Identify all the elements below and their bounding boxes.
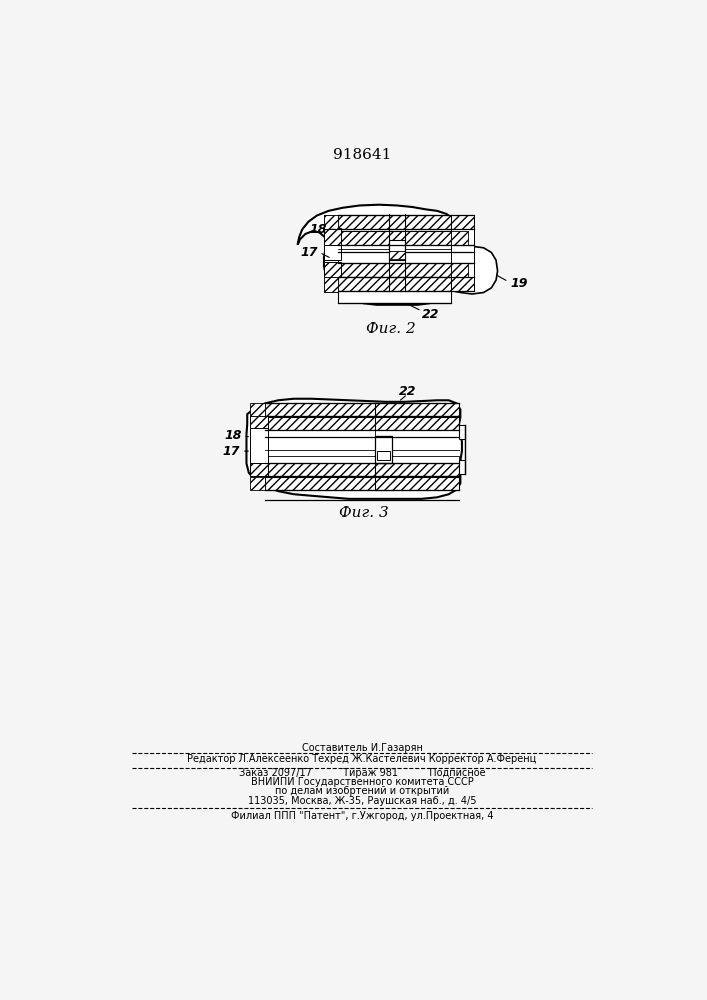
Text: 17: 17 — [300, 246, 317, 259]
Bar — [324, 245, 341, 260]
Bar — [265, 430, 391, 437]
Text: 18: 18 — [224, 429, 242, 442]
Bar — [375, 463, 459, 476]
Text: 918641: 918641 — [333, 148, 391, 162]
Bar — [324, 262, 341, 277]
Bar — [378, 451, 390, 460]
Text: 22: 22 — [421, 308, 439, 321]
Text: Фиг. 3: Фиг. 3 — [339, 506, 388, 520]
Text: по делам изобртений и открытий: по делам изобртений и открытий — [275, 786, 449, 796]
Bar — [375, 430, 459, 437]
Bar — [324, 215, 338, 229]
Bar — [250, 416, 268, 428]
Bar — [338, 215, 451, 229]
Bar — [338, 245, 451, 252]
Bar — [375, 417, 459, 430]
Bar — [324, 277, 338, 292]
Text: 19: 19 — [510, 277, 528, 290]
Bar — [389, 251, 404, 259]
Text: 113035, Москва, Ж-35, Раушская наб., д. 4/5: 113035, Москва, Ж-35, Раушская наб., д. … — [247, 796, 477, 806]
Bar — [338, 277, 451, 291]
Text: Фиг. 2: Фиг. 2 — [366, 322, 416, 336]
Bar — [459, 460, 465, 474]
Bar — [451, 277, 474, 291]
Polygon shape — [451, 246, 498, 294]
Bar — [265, 456, 391, 463]
Bar — [338, 231, 451, 245]
Bar — [250, 403, 265, 416]
Bar — [324, 215, 338, 229]
Text: 17: 17 — [223, 445, 240, 458]
Text: 22: 22 — [399, 385, 416, 398]
Bar — [451, 215, 474, 229]
Bar — [375, 436, 392, 463]
Bar — [265, 463, 391, 476]
Bar — [338, 252, 451, 263]
Bar — [375, 477, 459, 490]
Text: Филиал ППП "Патент", г.Ужгород, ул.Проектная, 4: Филиал ППП "Патент", г.Ужгород, ул.Проек… — [230, 811, 493, 821]
Bar — [265, 477, 391, 490]
Bar — [338, 263, 451, 277]
Bar — [324, 277, 338, 292]
Bar — [265, 417, 391, 430]
Bar — [375, 456, 459, 463]
Text: Редактор Л.Алексеенко Техред Ж.Кастелевич Корректор А.Ференц: Редактор Л.Алексеенко Техред Ж.Кастелеви… — [187, 754, 537, 764]
Polygon shape — [247, 399, 462, 499]
Bar — [250, 463, 268, 476]
Bar — [451, 229, 474, 277]
Bar — [324, 228, 341, 245]
Text: 18: 18 — [310, 223, 327, 236]
Bar — [389, 240, 404, 260]
Polygon shape — [298, 205, 456, 305]
Bar — [451, 231, 468, 245]
Text: ВНИИПИ Государственного комитета СССР: ВНИИПИ Государственного комитета СССР — [250, 777, 473, 787]
Bar — [459, 425, 465, 439]
Bar — [375, 403, 459, 416]
Bar — [250, 477, 265, 490]
Bar — [250, 428, 268, 463]
Text: Составитель И.Газарян: Составитель И.Газарян — [301, 743, 422, 753]
Text: Заказ 2097/17          Тираж 981          Подписное: Заказ 2097/17 Тираж 981 Подписное — [239, 768, 485, 778]
Bar — [265, 403, 391, 416]
Bar — [338, 291, 451, 303]
Bar — [451, 263, 468, 277]
